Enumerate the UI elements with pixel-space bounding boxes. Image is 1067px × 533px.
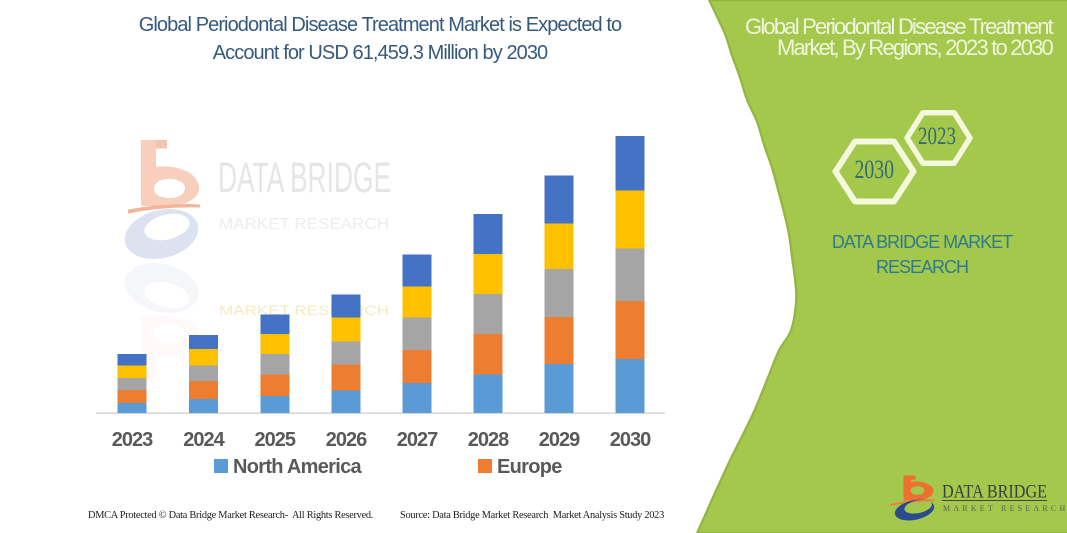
svg-text:2023: 2023	[918, 123, 956, 150]
svg-text:2030: 2030	[855, 154, 895, 184]
svg-text:MARKET RESEARCH: MARKET RESEARCH	[943, 504, 1067, 513]
svg-text:MARKET RESEARCH: MARKET RESEARCH	[219, 216, 389, 233]
svg-text:DATA BRIDGE: DATA BRIDGE	[942, 482, 1047, 503]
svg-text:DATA BRIDGE: DATA BRIDGE	[218, 154, 391, 202]
